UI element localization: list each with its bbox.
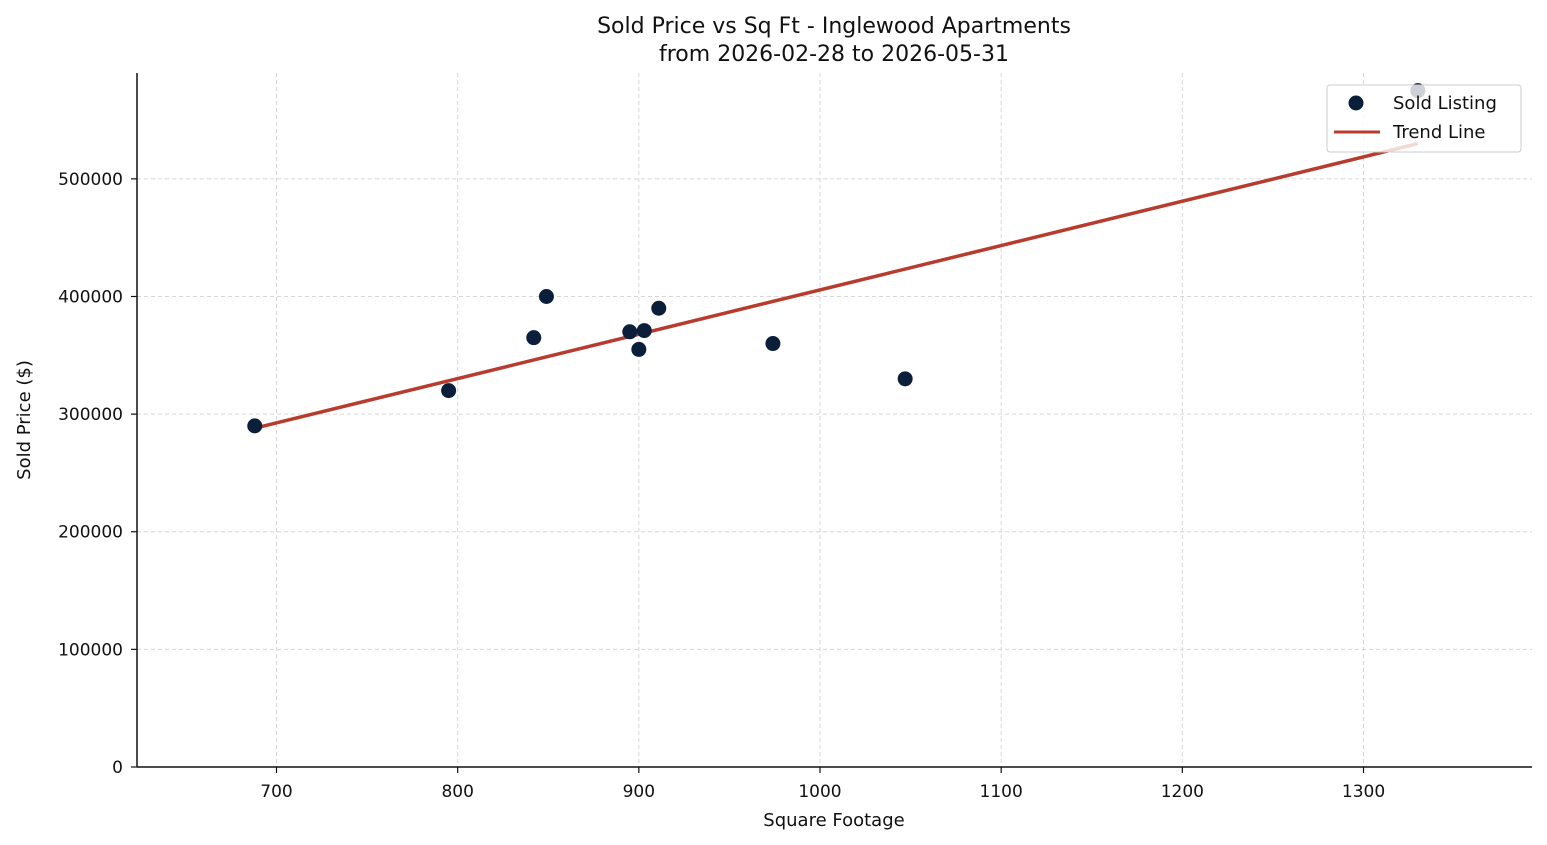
- scatter-point: [247, 418, 263, 434]
- scatter-point: [651, 300, 667, 316]
- scatter-point: [538, 288, 554, 304]
- y-tick-label: 400000: [58, 287, 123, 307]
- y-tick-label: 100000: [58, 640, 123, 660]
- x-tick-label: 1000: [798, 782, 841, 802]
- grid-lines: [137, 73, 1532, 767]
- axes: [136, 73, 1532, 768]
- legend-label-trend-line: Trend Line: [1392, 122, 1486, 143]
- x-tick-label: 800: [441, 782, 473, 802]
- trend-line: [254, 141, 1419, 430]
- scatter-point: [441, 383, 457, 399]
- scatter-point: [765, 336, 781, 352]
- scatter-points-layer: [247, 83, 1426, 434]
- scatter-point: [622, 324, 638, 340]
- scatter-point: [631, 341, 647, 357]
- x-tick-label: 900: [623, 782, 655, 802]
- y-tick-label: 200000: [58, 523, 123, 543]
- chart-title: Sold Price vs Sq Ft - Inglewood Apartmen…: [597, 14, 1071, 39]
- x-tick-label: 700: [260, 782, 292, 802]
- y-tick-label: 500000: [58, 170, 123, 190]
- legend-marker-sold-listing: [1348, 95, 1364, 111]
- y-tick-label: 300000: [58, 405, 123, 425]
- x-tick-label: 1300: [1342, 782, 1385, 802]
- scatter-point: [897, 371, 913, 387]
- scatter-point: [636, 323, 652, 339]
- x-tick-label: 1200: [1161, 782, 1204, 802]
- legend-label-sold-listing: Sold Listing: [1393, 93, 1497, 114]
- x-axis-label: Square Footage: [763, 810, 904, 831]
- y-axis-label: Sold Price ($): [14, 360, 35, 480]
- y-tick-label: 0: [112, 758, 123, 778]
- trend-line-layer: [254, 141, 1419, 430]
- tick-labels: 700 800 900 1000 1100 1200 1300 0 100000 200000 30…: [58, 170, 1385, 802]
- legend-box: [1326, 84, 1522, 153]
- scatter-point: [526, 330, 542, 346]
- x-tick-label: 1100: [980, 782, 1023, 802]
- chart-subtitle: from 2026-02-28 to 2026-05-31: [659, 42, 1009, 67]
- chart-legend: Sold Listing Trend Line: [1326, 84, 1522, 153]
